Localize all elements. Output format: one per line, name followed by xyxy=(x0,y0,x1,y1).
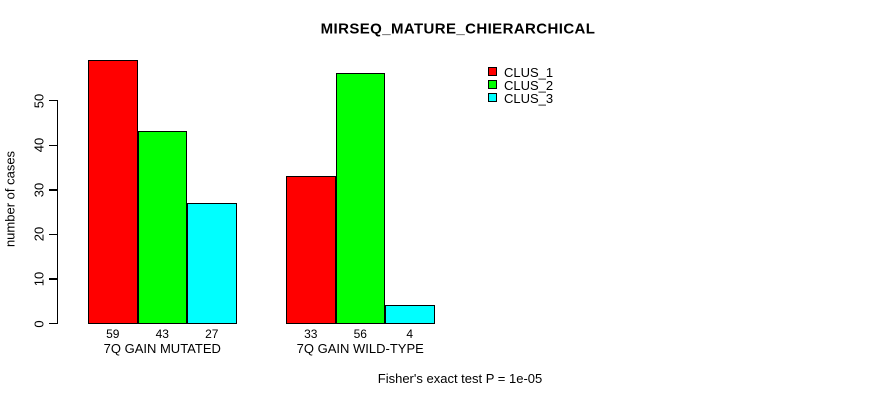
legend-swatch-icon xyxy=(488,80,497,89)
y-tick-mark xyxy=(49,323,57,325)
y-tick-mark xyxy=(49,189,57,191)
x-category-label: 7Q GAIN WILD-TYPE xyxy=(296,341,424,356)
y-tick-label: 20 xyxy=(31,227,47,242)
bar-clus_3 xyxy=(187,202,237,324)
y-tick-label: 40 xyxy=(31,137,47,153)
bar-clus_1 xyxy=(88,59,138,324)
y-tick-mark xyxy=(49,278,57,280)
bar-value-label: 4 xyxy=(406,327,414,341)
y-tick-mark xyxy=(49,100,57,102)
bar-value-label: 43 xyxy=(155,327,169,341)
bar-clus_3 xyxy=(385,305,435,324)
y-tick-mark xyxy=(49,144,57,146)
y-tick-label: 0 xyxy=(31,319,47,328)
bar-value-label: 59 xyxy=(106,327,120,341)
legend: CLUS_1 CLUS_2 CLUS_3 xyxy=(488,65,608,111)
bar-value-label: 56 xyxy=(353,327,367,341)
legend-label: CLUS_2 xyxy=(504,78,554,93)
x-category-label: 7Q GAIN MUTATED xyxy=(103,341,221,356)
y-tick-label: 10 xyxy=(31,271,47,287)
y-tick-label: 50 xyxy=(31,93,47,108)
bar-value-label: 33 xyxy=(304,327,318,341)
y-tick-label: 30 xyxy=(31,182,47,197)
bar-clus_1 xyxy=(286,175,336,324)
legend-swatch-icon xyxy=(488,67,497,76)
chart-title: MIRSEQ_MATURE_CHIERARCHICAL xyxy=(320,20,596,38)
y-tick-mark xyxy=(49,233,57,236)
legend-label: CLUS_3 xyxy=(504,91,554,106)
y-axis-line xyxy=(57,100,59,324)
legend-swatch-icon xyxy=(488,93,497,102)
annotation-fisher-test: Fisher's exact test P = 1e-05 xyxy=(377,371,543,386)
bar-clus_2 xyxy=(137,131,187,324)
bar-clus_2 xyxy=(335,73,385,324)
bar-value-label: 27 xyxy=(205,327,219,341)
legend-label: CLUS_1 xyxy=(504,65,554,80)
